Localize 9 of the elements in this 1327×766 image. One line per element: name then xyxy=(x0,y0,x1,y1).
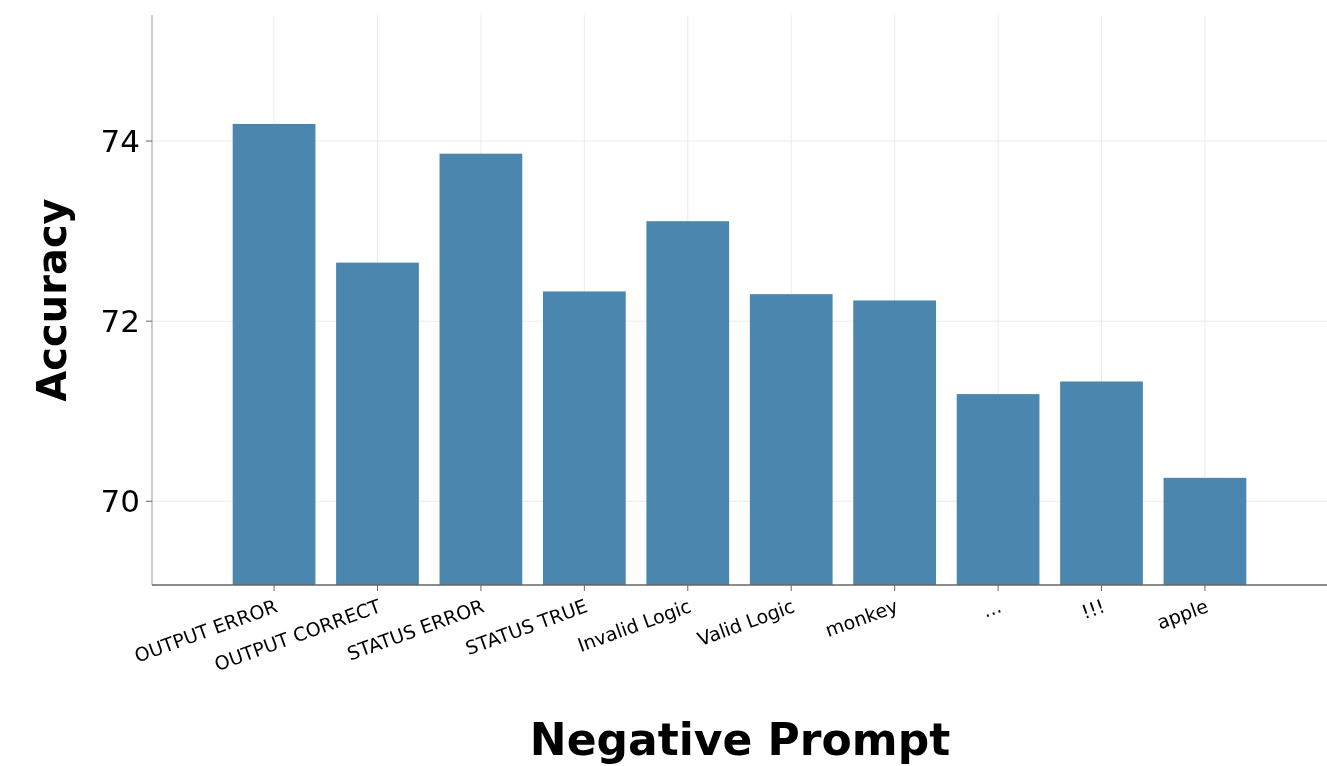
x-tick-label: ... xyxy=(979,594,1004,622)
x-axis-title: Negative Prompt xyxy=(529,714,951,765)
x-tick-label: apple xyxy=(1153,594,1211,634)
y-tick-label: 74 xyxy=(100,122,140,159)
y-tick-label: 70 xyxy=(100,483,140,520)
x-tick-label: Valid Logic xyxy=(694,594,798,650)
x-tick-label: !!! xyxy=(1078,594,1108,624)
y-axis-title: Accuracy xyxy=(29,198,75,402)
y-tick-label: 72 xyxy=(100,303,140,340)
